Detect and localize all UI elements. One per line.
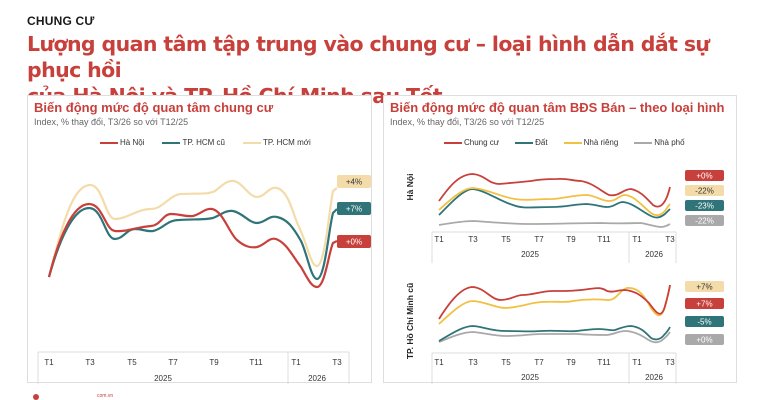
series-hcm-new-line: [47, 179, 338, 278]
page-headline: Lượng quan tâm tập trung vào chung cư – …: [27, 31, 765, 109]
svg-text:+0%: +0%: [696, 336, 712, 345]
series-apartment-line: [438, 173, 671, 208]
svg-text:T1: T1: [291, 358, 301, 367]
svg-text:T3: T3: [665, 235, 675, 244]
row-label-hanoi: Hà Nội: [405, 174, 415, 201]
svg-text:2026: 2026: [308, 374, 326, 383]
footer-link[interactable]: com.vn: [97, 393, 114, 399]
svg-text:T9: T9: [209, 358, 219, 367]
series-apartment-line: [438, 284, 671, 320]
svg-text:T9: T9: [566, 358, 576, 367]
svg-text:T3: T3: [665, 358, 675, 367]
svg-text:T3: T3: [468, 358, 478, 367]
series-land-line: [438, 188, 671, 219]
row-label-hcm-old: TP. Hồ Chí Minh cũ: [405, 283, 415, 359]
chart-subtitle: Index, % thay đổi, T3/26 so với T12/25: [390, 117, 545, 127]
panel-hanoi: T1 T3 T5 T7 T9 T11 T1 T3 2025 2026: [431, 173, 677, 263]
x-axis: T1 T3 T5 T7 T9 T11 T1 T3 2025 2026: [37, 351, 350, 384]
svg-text:T3: T3: [332, 358, 342, 367]
headline-line-1: Lượng quan tâm tập trung vào chung cư – …: [27, 32, 710, 82]
legend-swatch-icon: [444, 141, 462, 144]
line-chart-left: +4% +7% +0% T1 T3 T5 T7 T9 T11 T1 T3 202…: [37, 175, 371, 384]
section-kicker: CHUNG CƯ: [27, 14, 95, 28]
svg-text:+7%: +7%: [696, 283, 712, 292]
legend-swatch-icon: [634, 141, 653, 144]
svg-text:T3: T3: [85, 358, 95, 367]
legend-item-land: Đất: [515, 138, 548, 147]
badge-hcm-old: [337, 202, 371, 215]
svg-text:+7%: +7%: [696, 300, 712, 309]
svg-text:-22%: -22%: [695, 217, 714, 226]
legend-swatch-icon: [162, 141, 181, 144]
panel-hcm-old: T1 T3 T5 T7 T9 T11 T1 T3 2025 2026: [431, 284, 677, 384]
series-hcm-old-line: [47, 206, 338, 281]
svg-text:2025: 2025: [521, 250, 539, 259]
svg-text:T9: T9: [566, 235, 576, 244]
svg-text:2026: 2026: [645, 373, 663, 382]
series-townhouse-line: [438, 220, 671, 228]
svg-text:-23%: -23%: [695, 202, 714, 211]
svg-text:-5%: -5%: [697, 318, 711, 327]
svg-text:T7: T7: [534, 235, 544, 244]
chart-legend: Hà Nội TP. HCM cũ TP. HCM mới: [100, 138, 311, 147]
badge-hanoi: [337, 235, 371, 248]
svg-text:T11: T11: [249, 358, 263, 367]
svg-text:T11: T11: [597, 358, 611, 367]
legend-item-hcm-old: TP. HCM cũ: [162, 138, 225, 147]
svg-text:2026: 2026: [645, 250, 663, 259]
legend-swatch-icon: [515, 141, 534, 144]
svg-text:T11: T11: [597, 235, 611, 244]
legend-swatch-icon: [242, 141, 261, 144]
legend-swatch-icon: [563, 141, 582, 144]
svg-text:T3: T3: [468, 235, 478, 244]
svg-text:T1: T1: [44, 358, 54, 367]
svg-text:T1: T1: [632, 358, 642, 367]
legend-item-private-house: Nhà riêng: [563, 138, 618, 147]
badges-hanoi: +0% -22% -23% -22%: [685, 170, 724, 226]
series-private-house-line: [438, 187, 671, 217]
chart-legend: Chung cư Đất Nhà riêng Nhà phố: [444, 138, 685, 147]
svg-text:+0%: +0%: [346, 238, 362, 247]
series-private-house-line: [438, 284, 671, 325]
chart-card-apartment-interest: Biến động mức độ quan tâm chung cư Index…: [27, 95, 372, 384]
badges-hcm-old: +7% +7% -5% +0%: [685, 281, 724, 345]
legend-swatch-icon: [100, 141, 118, 144]
chart-subtitle: Index, % thay đổi, T3/26 so với T12/25: [34, 117, 189, 127]
svg-text:+0%: +0%: [696, 172, 712, 181]
legend-item-townhouse: Nhà phố: [634, 138, 685, 147]
line-chart-right: Hà Nội TP. Hồ Chí Minh cũ T1 T3 T5 T7 T9…: [405, 170, 724, 384]
svg-text:T1: T1: [632, 235, 642, 244]
svg-text:T7: T7: [534, 358, 544, 367]
series-townhouse-line: [438, 330, 671, 344]
svg-text:T5: T5: [501, 235, 511, 244]
svg-text:T7: T7: [168, 358, 178, 367]
badge-hcm-new: [337, 175, 371, 188]
svg-text:2025: 2025: [521, 373, 539, 382]
svg-text:2025: 2025: [154, 374, 172, 383]
chart-title: Biến động mức độ quan tâm BĐS Bán – theo…: [390, 100, 725, 115]
brand-logo-icon: [33, 394, 39, 400]
svg-text:+4%: +4%: [346, 178, 362, 187]
legend-item-hanoi: Hà Nội: [100, 138, 144, 147]
svg-text:+7%: +7%: [346, 205, 362, 214]
chart-card-property-type-interest: Biến động mức độ quan tâm BĐS Bán – theo…: [383, 95, 737, 384]
series-land-line: [438, 325, 671, 342]
chart-title: Biến động mức độ quan tâm chung cư: [34, 100, 274, 115]
svg-text:T5: T5: [501, 358, 511, 367]
svg-text:T1: T1: [434, 235, 444, 244]
svg-text:T5: T5: [127, 358, 137, 367]
legend-item-apartment: Chung cư: [444, 138, 499, 147]
series-hanoi-line: [47, 202, 338, 289]
svg-text:T1: T1: [434, 358, 444, 367]
svg-text:-22%: -22%: [695, 187, 714, 196]
legend-item-hcm-new: TP. HCM mới: [242, 138, 311, 147]
